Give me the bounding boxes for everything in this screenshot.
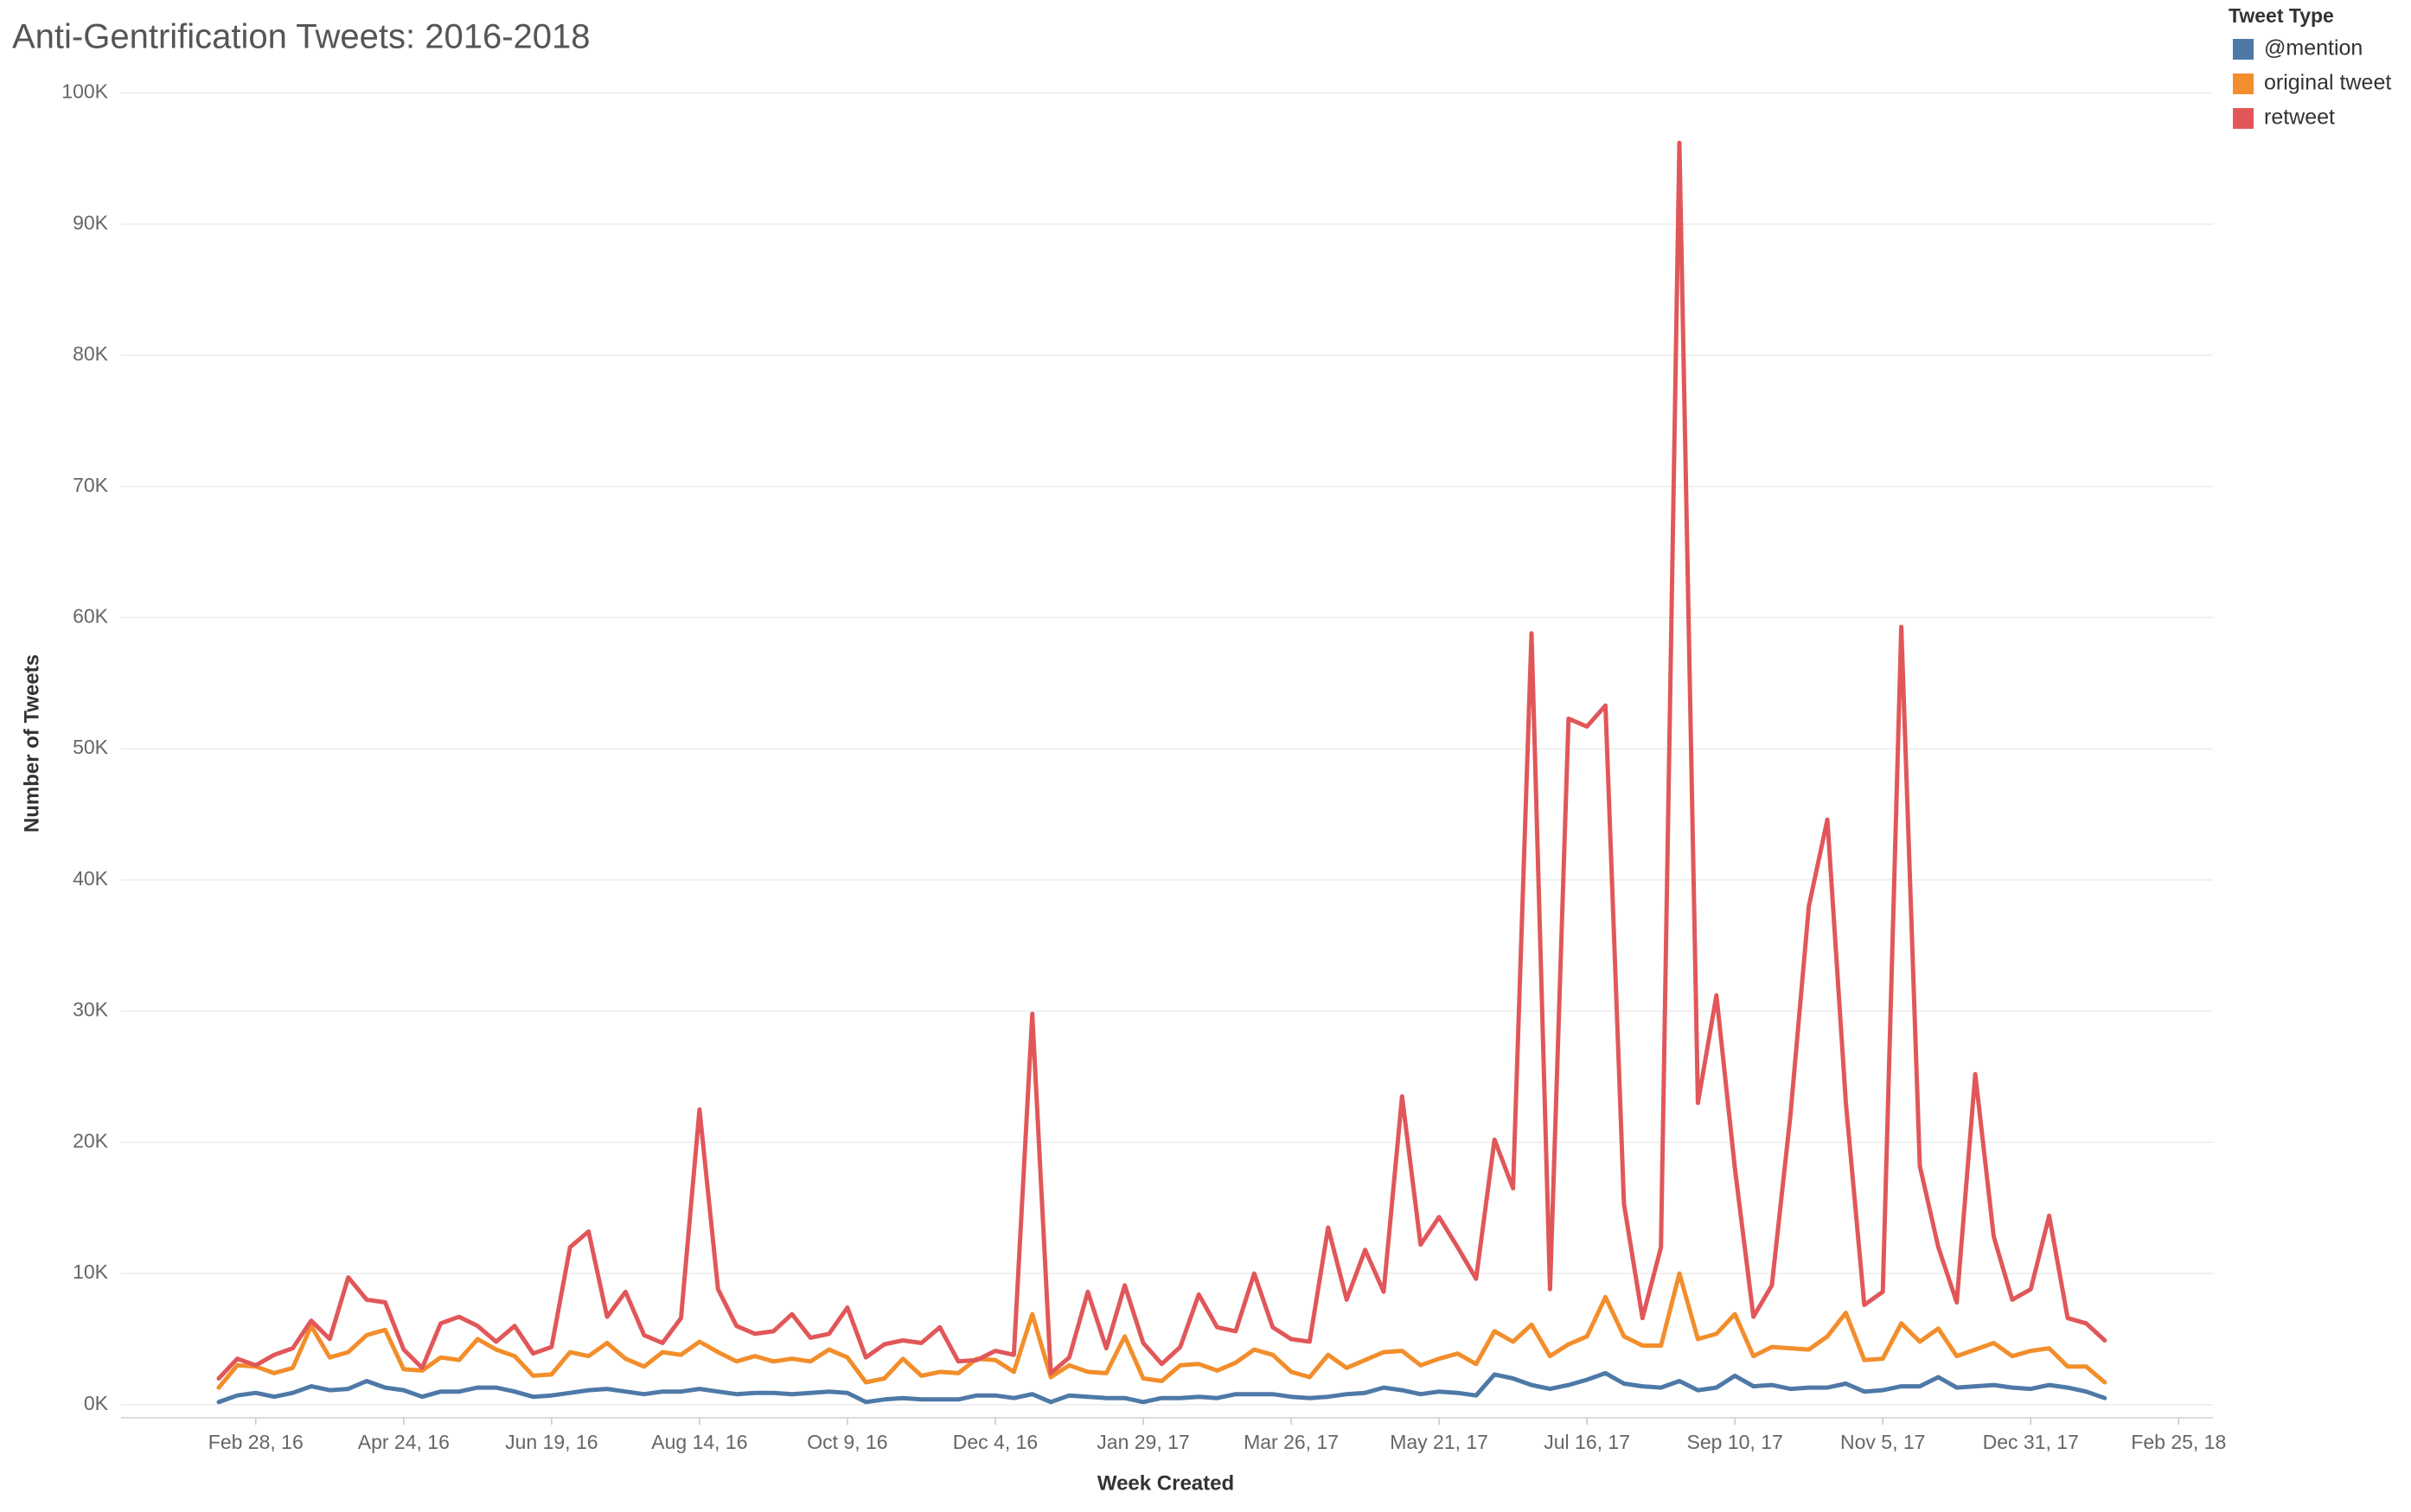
y-tick-label: 100K xyxy=(61,80,108,103)
x-tick-label: Dec 31, 17 xyxy=(1983,1431,2079,1453)
y-tick-label: 90K xyxy=(73,211,109,233)
x-tick-label: Mar 26, 17 xyxy=(1244,1431,1339,1453)
x-tick-label: Jul 16, 17 xyxy=(1544,1431,1630,1453)
y-tick-label: 80K xyxy=(73,342,109,365)
y-tick-label: 50K xyxy=(73,736,109,758)
legend-label: original tweet xyxy=(2264,71,2391,95)
x-tick-label: Oct 9, 16 xyxy=(807,1431,887,1453)
y-tick-label: 70K xyxy=(73,474,109,496)
line-series xyxy=(216,1370,2107,1405)
x-tick-label: Dec 4, 16 xyxy=(953,1431,1038,1453)
line-series xyxy=(216,140,2107,1381)
x-tick-label: Feb 28, 16 xyxy=(208,1431,304,1453)
y-tick-label: 30K xyxy=(73,998,109,1021)
legend-swatch xyxy=(2233,39,2254,60)
x-tick-label: Apr 24, 16 xyxy=(358,1431,450,1453)
x-tick-label: May 21, 17 xyxy=(1390,1431,1488,1453)
x-tick-label: Feb 25, 18 xyxy=(2131,1431,2226,1453)
line-series xyxy=(216,1271,2107,1390)
y-tick-label: 20K xyxy=(73,1129,109,1152)
x-tick-label: Jun 19, 16 xyxy=(505,1431,598,1453)
y-tick-label: 0K xyxy=(84,1392,109,1414)
x-tick-label: Sep 10, 17 xyxy=(1687,1431,1783,1453)
y-axis-title: Number of Tweets xyxy=(20,654,43,833)
y-tick-label: 10K xyxy=(73,1260,109,1283)
legend-swatch xyxy=(2233,73,2254,94)
legend-label: @mention xyxy=(2264,36,2363,61)
x-tick-label: Nov 5, 17 xyxy=(1840,1431,1925,1453)
y-tick-label: 60K xyxy=(73,605,109,628)
y-tick-label: 40K xyxy=(73,867,109,890)
legend-title: Tweet Type xyxy=(2229,4,2334,27)
legend-swatch xyxy=(2233,108,2254,129)
legend-label: retweet xyxy=(2264,105,2335,130)
x-tick-label: Jan 29, 17 xyxy=(1097,1431,1189,1453)
x-axis-title: Week Created xyxy=(1097,1471,1234,1495)
x-tick-label: Aug 14, 16 xyxy=(651,1431,747,1453)
chart-title: Anti-Gentrification Tweets: 2016-2018 xyxy=(12,18,591,56)
